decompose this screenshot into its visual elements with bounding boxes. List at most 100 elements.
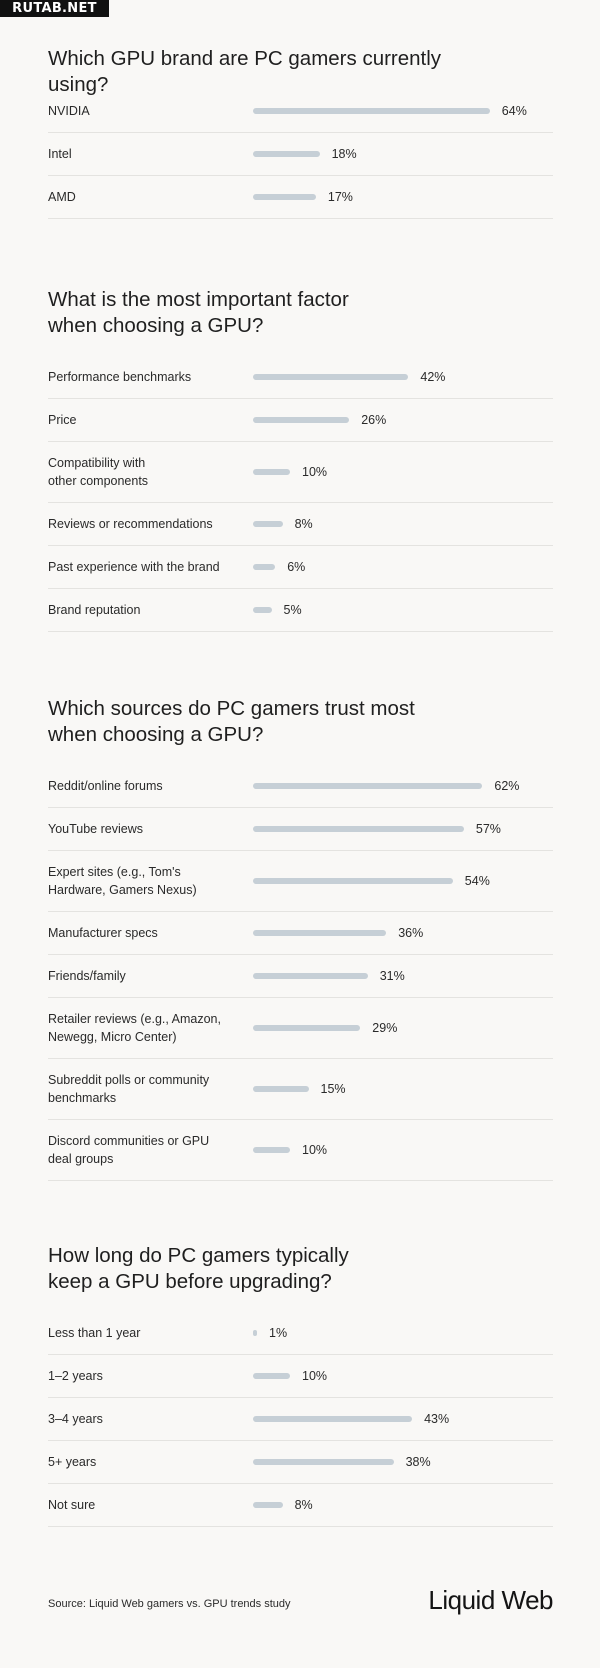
value-label: 42% (420, 370, 446, 384)
chart-row: Retailer reviews (e.g., Amazon, Newegg, … (48, 998, 553, 1059)
category-label: 3–4 years (48, 1412, 103, 1426)
chart-row: Not sure 8% (48, 1484, 553, 1527)
chart-title: Which sources do PC gamers trust most wh… (48, 697, 415, 746)
bar-mark (253, 1459, 394, 1465)
category-label: Intel (48, 147, 72, 161)
bar-mark (253, 973, 368, 979)
bar-mark (253, 878, 453, 884)
chart-row: Intel 18% (48, 133, 553, 176)
brand-logo: Liquid Web (428, 1585, 553, 1615)
category-label: Not sure (48, 1498, 96, 1512)
value-label: 10% (302, 1369, 328, 1383)
chart-row: Past experience with the brand 6% (48, 546, 553, 589)
value-label: 6% (287, 560, 306, 574)
chart-row: Compatibility with other components 10% (48, 442, 553, 503)
bar-mark (253, 374, 409, 380)
bar-mark (253, 417, 350, 423)
category-label: Manufacturer specs (48, 926, 158, 940)
chart-rows: NVIDIA 64% Intel 18% AMD 17% (48, 90, 553, 219)
category-label: Friends/family (48, 969, 126, 983)
category-label: Discord communities or GPU deal groups (48, 1134, 210, 1166)
chart-section-1: Which GPU brand are PC gamers currently … (48, 46, 553, 219)
bar-mark (253, 469, 290, 475)
chart-rows: Less than 1 year 1% 1–2 years 10% 3–4 years 4… (48, 1312, 553, 1527)
value-label: 62% (494, 779, 520, 793)
value-label: 31% (379, 969, 405, 983)
bar-mark (253, 1086, 309, 1092)
category-label: 5+ years (48, 1455, 97, 1469)
bar-mark (253, 108, 490, 114)
value-label: 26% (361, 413, 387, 427)
category-label: Expert sites (e.g., Tom's Hardware, Game… (48, 865, 197, 897)
category-label: AMD (48, 190, 76, 204)
category-label: NVIDIA (48, 104, 90, 118)
chart-title: Which GPU brand are PC gamers currently … (48, 47, 442, 96)
chart-row: Manufacturer specs 36% (48, 912, 553, 955)
chart-row: Less than 1 year 1% (48, 1312, 553, 1355)
value-label: 8% (294, 517, 313, 531)
chart-row: 5+ years 38% (48, 1441, 553, 1484)
value-label: 8% (294, 1498, 313, 1512)
value-label: 17% (327, 190, 353, 204)
value-label: 38% (405, 1455, 431, 1469)
value-label: 10% (302, 1143, 328, 1157)
bar-mark (253, 930, 387, 936)
bar-mark (253, 1330, 257, 1336)
chart-section-4: How long do PC gamers typically keep a G… (48, 1243, 553, 1527)
chart-row: YouTube reviews 57% (48, 808, 553, 851)
bar-mark (253, 1373, 290, 1379)
category-label: Past experience with the brand (48, 560, 220, 574)
chart-section-3: Which sources do PC gamers trust most wh… (48, 696, 553, 1181)
bar-mark (253, 783, 483, 789)
chart-rows: Reddit/online forums 62% YouTube reviews 57… (48, 765, 553, 1181)
bar-mark (253, 607, 272, 613)
chart-row: Reviews or recommendations 8% (48, 503, 553, 546)
category-label: Less than 1 year (48, 1326, 141, 1340)
chart-row: Friends/family 31% (48, 955, 553, 998)
chart-rows: Performance benchmarks 42% Price 26% Compati… (48, 356, 553, 632)
chart-row: NVIDIA 64% (48, 90, 553, 133)
bar-mark (253, 1416, 413, 1422)
category-label: Reviews or recommendations (48, 517, 213, 531)
category-label: YouTube reviews (48, 822, 143, 836)
value-label: 57% (475, 822, 501, 836)
value-label: 15% (320, 1082, 346, 1096)
bar-mark (253, 194, 316, 200)
bar-mark (253, 1147, 290, 1153)
watermark-badge: RUTAB.NET (0, 0, 109, 17)
category-label: Reddit/online forums (48, 779, 163, 793)
bar-mark (253, 564, 276, 570)
chart-row: Subreddit polls or community benchmarks 1… (48, 1059, 553, 1120)
value-label: 54% (464, 874, 490, 888)
category-label: Performance benchmarks (48, 370, 192, 384)
source-note: Source: Liquid Web gamers vs. GPU trends… (48, 1598, 291, 1610)
bar-mark (253, 826, 464, 832)
chart-title: What is the most important factor when c… (48, 288, 349, 337)
chart-title: How long do PC gamers typically keep a G… (48, 1244, 349, 1293)
bar-mark (253, 151, 320, 157)
chart-row: 1–2 years 10% (48, 1355, 553, 1398)
chart-row: AMD 17% (48, 176, 553, 219)
value-label: 64% (501, 104, 527, 118)
chart-row: Discord communities or GPU deal groups 10… (48, 1120, 553, 1181)
category-label: Price (48, 413, 77, 427)
chart-section-2: What is the most important factor when c… (48, 287, 553, 632)
bar-mark (253, 1025, 361, 1031)
value-label: 1% (269, 1326, 288, 1340)
bar-mark (253, 521, 283, 527)
category-label: Retailer reviews (e.g., Amazon, Newegg, … (48, 1012, 221, 1044)
value-label: 43% (424, 1412, 450, 1426)
bar-mark (253, 1502, 283, 1508)
chart-row: Performance benchmarks 42% (48, 356, 553, 399)
value-label: 10% (302, 465, 328, 479)
chart-row: Price 26% (48, 399, 553, 442)
category-label: Brand reputation (48, 603, 141, 617)
value-label: 29% (372, 1021, 398, 1035)
value-label: 5% (283, 603, 302, 617)
value-label: 36% (398, 926, 424, 940)
chart-row: 3–4 years 43% (48, 1398, 553, 1441)
category-label: Compatibility with other components (48, 456, 149, 488)
chart-row: Expert sites (e.g., Tom's Hardware, Game… (48, 851, 553, 912)
value-label: 18% (331, 147, 357, 161)
chart-row: Reddit/online forums 62% (48, 765, 553, 808)
